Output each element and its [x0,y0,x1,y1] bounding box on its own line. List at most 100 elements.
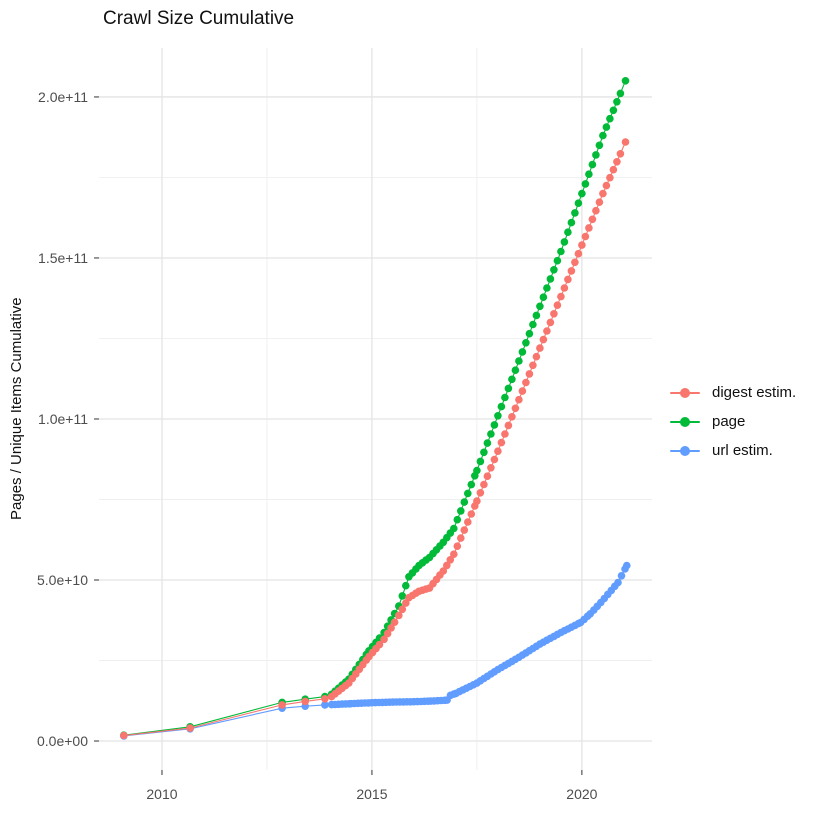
data-point [511,404,520,413]
data-point [390,618,399,626]
data-point [546,318,555,327]
data-point [494,447,502,456]
data-point [588,215,597,224]
data-point [497,438,506,447]
data-point [460,526,469,534]
data-point [592,206,600,215]
legend-label: digest estim. [712,384,797,401]
data-point [588,160,597,169]
data-point [595,198,604,206]
data-point [616,150,625,158]
data-point [564,275,572,284]
y-tick-label: 1.0e+11 [38,411,88,427]
data-point [402,581,410,590]
data-point [536,344,544,352]
data-point [508,413,516,421]
legend-key-icon [670,387,700,398]
y-axis-tick-labels: 0.0e+00 5.0e+10 1.0e+11 1.5e+11 2.0e+11 [37,89,88,749]
legend-item: digest estim. [670,378,820,407]
data-point [543,284,551,292]
data-point [483,439,492,447]
data-point [609,106,618,115]
data-point [464,518,472,526]
data-point [557,292,565,301]
data-point [581,232,590,241]
data-point [602,181,611,190]
gridlines-minor [99,48,652,770]
data-point [490,455,499,464]
data-point [518,348,527,356]
data-point [460,498,469,506]
data-point [450,524,458,533]
data-point [476,457,485,466]
data-point [560,284,569,292]
y-tick-label: 1.5e+11 [38,250,88,266]
data-point [525,329,534,338]
data-point [578,189,586,198]
data-point [120,731,128,740]
data-point [539,293,548,302]
y-tick-label: 2.0e+11 [38,89,88,105]
data-point [581,180,590,188]
data-point [446,556,455,564]
data-point [467,480,476,489]
data-point [480,480,488,489]
data-point [457,534,465,542]
data-point [522,339,530,347]
data-point [321,701,329,709]
data-point [546,275,555,283]
data-point [501,393,509,402]
data-point [504,384,513,393]
data-point [278,701,286,709]
data-point [606,114,614,123]
data-point [536,302,544,311]
data-point [398,605,407,614]
data-point [453,542,462,550]
data-point [560,238,569,246]
data-point [480,448,488,457]
data-point [606,173,614,182]
data-point [613,158,621,166]
data-point [550,266,558,274]
legend-label: url estim. [712,442,773,459]
data-point [515,357,523,365]
data-point [483,472,492,481]
data-point [497,402,506,411]
data-point [621,138,630,146]
data-point [609,165,618,174]
data-point [464,489,472,498]
data-point [621,77,630,85]
legend: digest estim. page url estim. [670,378,820,465]
data-point [613,98,621,106]
data-point [599,189,607,198]
data-point [518,387,527,395]
data-point [487,464,495,472]
data-point [473,466,481,475]
data-point [557,247,565,256]
data-point [599,131,607,140]
data-point [504,421,513,430]
data-point [186,724,194,732]
data-point [375,640,384,649]
data-point [515,395,523,404]
legend-item: url estim. [670,436,820,465]
x-tick-label: 2020 [566,786,597,802]
data-point [529,361,537,370]
data-point [543,327,551,335]
data-point [450,550,458,558]
data-point [453,515,462,524]
data-point [383,629,392,638]
data-point [490,421,499,429]
data-point [511,366,520,375]
data-point [592,151,600,159]
data-point [395,611,403,620]
data-point [623,561,631,570]
y-tick-label: 0.0e+00 [37,733,88,749]
data-point [487,430,495,438]
data-point [578,241,586,249]
data-point [553,256,562,265]
data-point [564,228,572,236]
legend-key-icon [670,445,700,456]
legend-item: page [670,407,820,436]
